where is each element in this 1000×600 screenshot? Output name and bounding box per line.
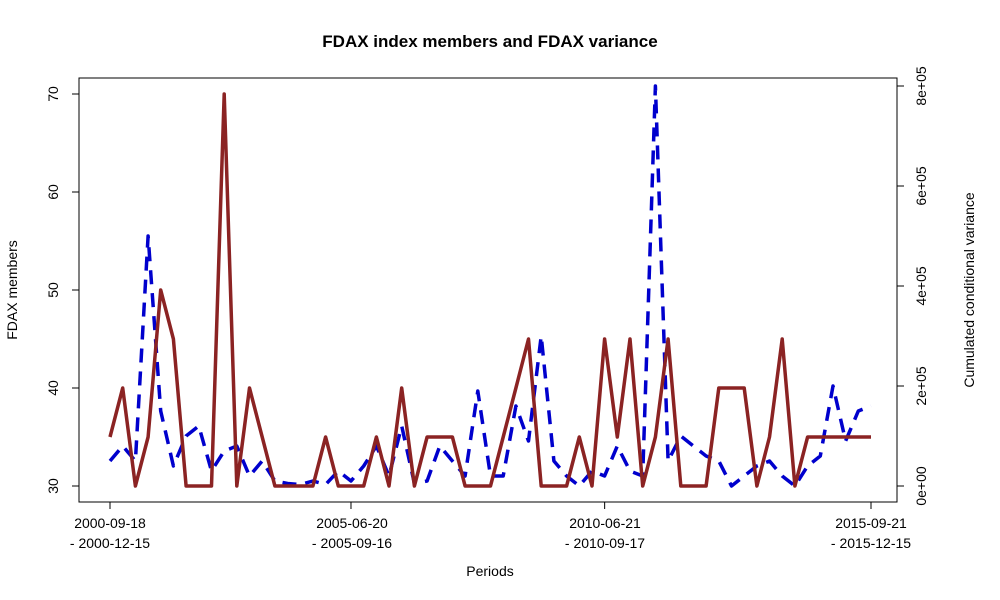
x-tick-label: 2005-06-20 — [316, 515, 388, 531]
y-tick-label: 40 — [45, 380, 61, 396]
y-axis-label: FDAX members — [4, 240, 20, 340]
chart-title: FDAX index members and FDAX variance — [322, 32, 657, 51]
y-tick-label: 60 — [45, 184, 61, 200]
x-tick-label: 2000-09-18 — [74, 515, 146, 531]
x-tick-label: - 2015-12-15 — [831, 535, 911, 551]
y-tick-label: 30 — [45, 478, 61, 494]
x-tick-label: - 2000-12-15 — [70, 535, 150, 551]
y2-tick-label: 4e+05 — [913, 266, 929, 306]
x-tick-label: - 2010-09-17 — [565, 535, 645, 551]
y2-tick-labels: 0e+00 2e+05 4e+05 6e+05 8e+05 — [913, 66, 929, 506]
x-tick-label: 2015-09-21 — [835, 515, 907, 531]
x-axis-label: Periods — [466, 563, 513, 579]
y-tick-labels: 30 40 50 60 70 — [45, 86, 61, 494]
x-tick-label: 2010-06-21 — [569, 515, 641, 531]
y2-axis-label: Cumulated conditional variance — [961, 192, 977, 388]
left-y-axis — [72, 93, 80, 487]
x-axis — [109, 501, 872, 509]
y2-tick-label: 0e+00 — [913, 466, 929, 506]
x-tick-label: - 2005-09-16 — [312, 535, 392, 551]
right-y-axis — [896, 85, 904, 487]
members-series-line — [108, 92, 871, 488]
y-tick-label: 70 — [45, 86, 61, 102]
y2-tick-label: 2e+05 — [913, 366, 929, 406]
y2-tick-label: 6e+05 — [913, 166, 929, 206]
y2-tick-label: 8e+05 — [913, 66, 929, 106]
x-tick-labels: 2000-09-18 - 2000-12-15 2005-06-20 - 200… — [70, 515, 911, 551]
y-tick-label: 50 — [45, 282, 61, 298]
series-layer — [108, 84, 872, 488]
